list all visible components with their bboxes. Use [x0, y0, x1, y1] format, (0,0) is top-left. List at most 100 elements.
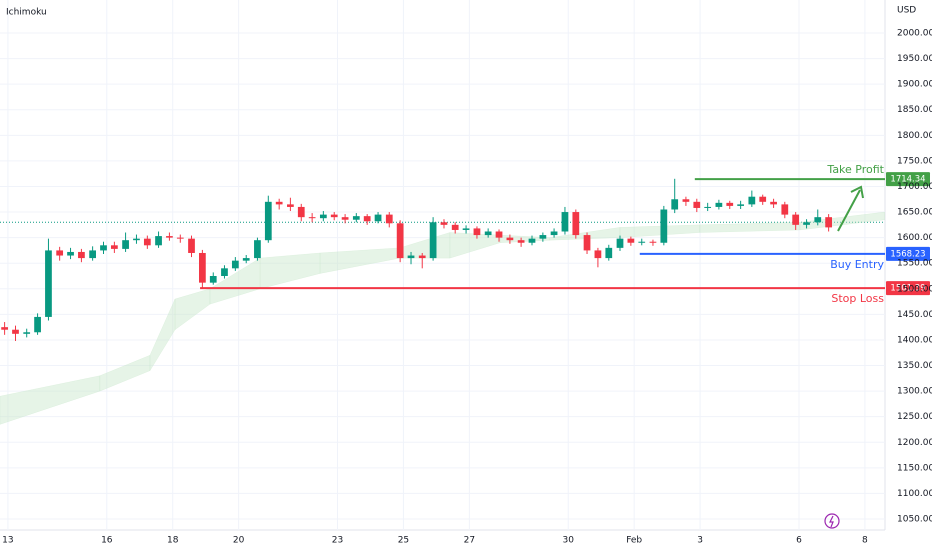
x-tick-label: 27 [464, 536, 475, 546]
level-name: Stop Loss [831, 292, 884, 305]
candle-body [264, 201, 272, 241]
y-tick-label: 1900.00 [897, 80, 932, 90]
candle-body [67, 251, 74, 256]
candle-body [122, 240, 129, 249]
cloud-segment [449, 232, 501, 259]
candle-body [308, 217, 316, 219]
cloud-segment [0, 375, 101, 425]
grid [0, 0, 886, 531]
cloud-segment [259, 252, 321, 290]
candle-body [825, 217, 833, 228]
candle-body [693, 201, 701, 208]
candle-body [671, 199, 679, 210]
cloud-segment [149, 298, 176, 372]
indicator-label: Ichimoku [6, 8, 47, 18]
level-price: 1714.34 [890, 175, 925, 185]
candle-body [550, 231, 558, 236]
candle-body [792, 214, 800, 225]
candle-body [275, 201, 283, 205]
currency-label: USD [897, 6, 916, 16]
levels: Take Profit 1714.34 Buy Entry 1568.23 Stop L… [200, 163, 930, 305]
candle-body [111, 245, 118, 249]
candle-body [583, 235, 591, 251]
candle-body [660, 209, 668, 243]
candle-body [682, 199, 690, 202]
candle-body [199, 252, 206, 283]
candle-body [737, 204, 745, 206]
y-tick-label: 2000.00 [897, 28, 932, 38]
y-tick-label: 1200.00 [897, 438, 932, 448]
candle-body [539, 235, 547, 239]
candle-body [34, 316, 41, 333]
candles [1, 178, 833, 341]
candle-body [484, 231, 492, 236]
y-tick-label: 1100.00 [897, 489, 932, 499]
candle-body [473, 228, 481, 236]
y-tick-label: 1750.00 [897, 156, 932, 166]
x-tick-label: 16 [101, 536, 113, 546]
y-tick-label: 1800.00 [897, 131, 932, 141]
candle-body [759, 196, 767, 202]
level-price-bg [886, 281, 930, 296]
candle-body [407, 255, 415, 259]
x-tick-label: 20 [233, 536, 245, 546]
candle-body [45, 250, 52, 317]
candle-body [605, 247, 613, 259]
candle-body [451, 224, 459, 230]
lightning-icon [824, 513, 840, 529]
candle-body [418, 255, 426, 259]
y-tick-label: 1300.00 [897, 387, 932, 397]
x-tick-label: 8 [862, 536, 868, 546]
y-tick-label: 1950.00 [897, 54, 932, 64]
candle-body [363, 216, 371, 222]
candle-body [649, 241, 657, 243]
candle-body [297, 206, 305, 218]
cloud-segment [174, 288, 211, 331]
cloud-segment [619, 224, 701, 238]
x-tick-label: Feb [626, 536, 642, 546]
candle-body [627, 238, 635, 243]
candle-body [440, 222, 448, 225]
candle-body [242, 258, 250, 261]
level-price-bg [886, 172, 930, 187]
candle-body [1, 327, 8, 330]
icon-bolt [829, 515, 834, 528]
icon-circle [824, 513, 840, 529]
candle-body [594, 250, 602, 259]
candle-body [188, 238, 195, 253]
candle-body [726, 202, 734, 206]
y-tick-label: 1450.00 [897, 310, 932, 320]
x-tick-label: 13 [2, 536, 13, 546]
candle-body [56, 250, 64, 256]
candle-body [803, 222, 810, 225]
candle-body [638, 241, 646, 243]
x-tick-label: 30 [563, 536, 575, 546]
arrow-shaft [837, 189, 861, 232]
y-tick-label: 1700.00 [897, 182, 932, 192]
level-name: Take Profit [826, 163, 884, 176]
candle-body [221, 268, 228, 276]
candle-body [517, 240, 525, 243]
y-tick-label: 1600.00 [897, 233, 932, 243]
candle-body [429, 222, 437, 259]
candle-body [176, 237, 184, 239]
candle-body [748, 196, 756, 205]
level-price-bg [886, 246, 930, 261]
candle-body [287, 204, 294, 207]
candle-body [506, 237, 514, 241]
candle-body [254, 240, 261, 259]
y-tick-label: 1400.00 [897, 335, 932, 345]
candle-body [495, 231, 503, 238]
candle-body [781, 204, 789, 215]
x-tick-label: 25 [398, 536, 409, 546]
candle-body [78, 251, 85, 259]
arrow-head [850, 185, 864, 199]
candle-body [100, 245, 107, 251]
y-tick-label: 1350.00 [897, 361, 932, 371]
candle-body [616, 238, 624, 248]
candle-body [155, 236, 162, 246]
candle-body [133, 238, 140, 241]
candle-body [385, 214, 393, 224]
